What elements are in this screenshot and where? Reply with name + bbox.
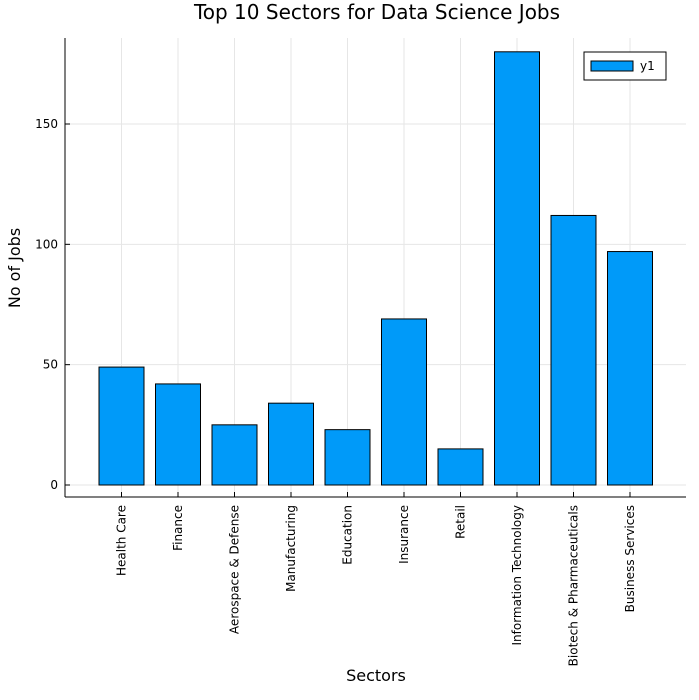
chart-title: Top 10 Sectors for Data Science Jobs [193, 0, 560, 24]
y-tick-label: 0 [50, 478, 58, 492]
y-tick-label: 50 [43, 358, 58, 372]
x-axis-label: Sectors [346, 666, 406, 685]
bar [607, 251, 653, 486]
y-axis-label: No of Jobs [5, 228, 24, 308]
bar [437, 448, 484, 486]
x-tick-label: Information Technology [510, 505, 524, 646]
y-tick-label: 100 [35, 237, 58, 251]
x-tick-label: Finance [171, 505, 185, 551]
legend-swatch [590, 60, 634, 72]
y-ticks: 0 50 100 150 [35, 117, 70, 492]
bar [98, 366, 145, 486]
legend-label: y1 [640, 59, 655, 73]
bar [324, 429, 371, 486]
legend: y1 [583, 51, 667, 81]
x-tick-label: Manufacturing [284, 505, 298, 592]
bar [550, 214, 597, 486]
x-ticks: Health Care Finance Aerospace & Defense Man… [115, 492, 637, 666]
bar [494, 51, 540, 486]
bar [381, 318, 427, 486]
axes [64, 38, 686, 498]
bar [211, 424, 258, 486]
x-tick-label: Aerospace & Defense [228, 505, 242, 634]
x-tick-label: Insurance [397, 505, 411, 564]
y-tick-label: 150 [35, 117, 58, 131]
bar [268, 402, 314, 486]
x-tick-label: Business Services [623, 505, 637, 612]
x-tick-label: Biotech & Pharmaceuticals [567, 505, 581, 666]
x-tick-label: Education [341, 505, 355, 565]
x-tick-label: Retail [454, 505, 468, 539]
bars [98, 51, 653, 486]
bar [155, 383, 201, 486]
x-tick-label: Health Care [115, 505, 129, 576]
